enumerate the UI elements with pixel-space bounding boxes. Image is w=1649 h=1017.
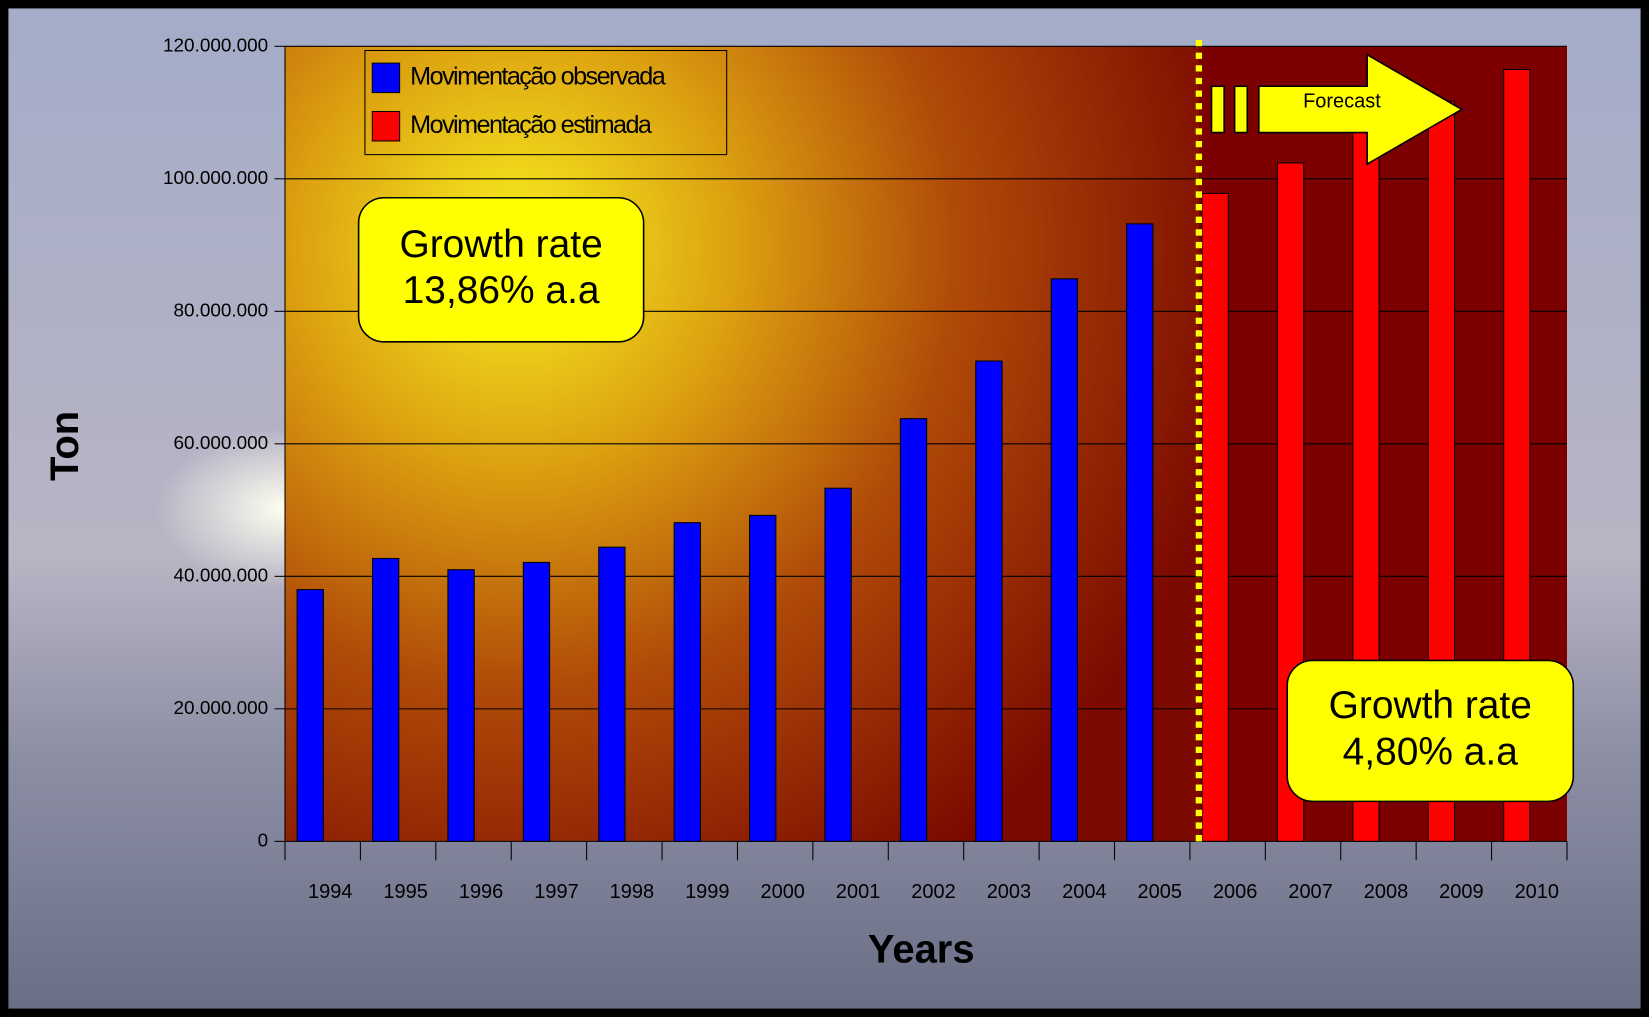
bar <box>975 360 1003 842</box>
annotation-text: Growth rate <box>1329 684 1532 727</box>
forecast-label: Forecast <box>1303 90 1381 112</box>
bar <box>371 557 400 842</box>
x-tick-label: 2004 <box>1062 881 1106 903</box>
x-tick-label: 1998 <box>610 881 654 903</box>
annotation-text: Growth rate <box>399 223 602 266</box>
bar <box>899 418 928 842</box>
annotation-box <box>1286 659 1575 803</box>
arrow-tail <box>1233 85 1249 134</box>
x-tick-label: 2009 <box>1439 881 1483 903</box>
legend-swatch <box>371 110 401 142</box>
annotation-text: 13,86% a.a <box>403 269 600 312</box>
bar <box>522 561 551 842</box>
x-tick-label: 1995 <box>383 881 427 903</box>
x-tick-label: 2000 <box>760 881 804 903</box>
bar <box>749 514 777 842</box>
bar <box>1201 192 1229 842</box>
y-tick-label: 0 <box>258 830 269 851</box>
x-tick-label: 2010 <box>1515 881 1559 903</box>
y-tick-label: 20.000.000 <box>174 698 269 719</box>
x-tick-label: 2002 <box>911 881 955 903</box>
y-tick-label: 80.000.000 <box>174 300 269 321</box>
legend-label: Movimentação estimada <box>410 111 653 139</box>
bar <box>447 569 475 842</box>
forecast-arrow <box>1258 53 1464 166</box>
y-axis-title: Ton <box>43 411 87 481</box>
x-tick-label: 2008 <box>1364 881 1408 903</box>
bar <box>673 522 701 842</box>
y-tick-label: 60.000.000 <box>174 433 269 454</box>
y-tick-label: 100.000.000 <box>163 168 268 189</box>
legend-box <box>364 49 728 156</box>
x-tick-label: 2001 <box>836 881 880 903</box>
x-tick-label: 1999 <box>685 881 729 903</box>
bar <box>824 487 852 842</box>
x-tick-label: 1996 <box>459 881 503 903</box>
x-axis-title: Years <box>868 927 975 971</box>
y-tick-label: 120.000.000 <box>163 35 268 56</box>
annotation-box <box>357 196 645 343</box>
y-tick-label: 40.000.000 <box>174 565 269 586</box>
x-tick-label: 1994 <box>308 881 352 903</box>
x-tick-label: 2003 <box>987 881 1031 903</box>
x-tick-label: 2005 <box>1138 881 1182 903</box>
x-tick-label: 2007 <box>1288 881 1332 903</box>
bar <box>1050 278 1079 842</box>
legend-swatch <box>371 62 401 94</box>
bar <box>296 589 324 842</box>
bar <box>598 546 626 842</box>
x-tick-label: 1997 <box>534 881 578 903</box>
legend-label: Movimentação observada <box>410 63 667 91</box>
x-tick-label: 2006 <box>1213 881 1257 903</box>
arrow-tail <box>1210 85 1225 134</box>
bar <box>1126 223 1154 842</box>
annotation-text: 4,80% a.a <box>1343 730 1519 773</box>
